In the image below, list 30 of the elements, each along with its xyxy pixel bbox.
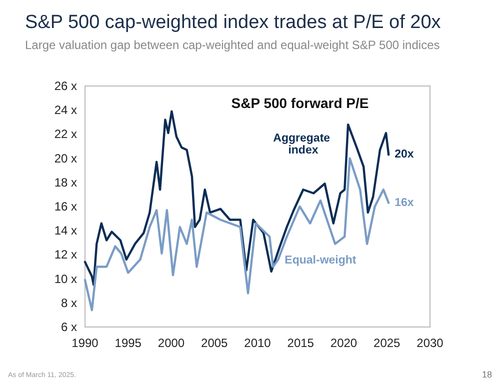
y-tick-label: 6 x <box>60 320 77 334</box>
y-tick-label: 18 x <box>54 175 77 190</box>
annotation: S&P 500 forward P/E <box>231 95 369 111</box>
line-series <box>84 157 390 312</box>
x-tick-label: 2025 <box>374 336 401 350</box>
x-tick-label: 2020 <box>330 336 358 350</box>
y-tick-label: 8 x <box>60 296 77 310</box>
series-label: Equal-weight <box>284 254 356 266</box>
text: 18 <box>482 370 492 380</box>
x-tick-label: 2010 <box>244 336 272 350</box>
x-tick-label: 2030 <box>416 336 444 350</box>
annotation: 20x <box>394 148 414 161</box>
x-tick-label: 1990 <box>72 336 99 350</box>
x-tick-label: 2015 <box>287 336 314 350</box>
y-tick-label: 26 x <box>54 79 77 93</box>
y-tick-label: 16 x <box>54 200 77 214</box>
chart-title: S&P 500 cap-weighted index trades at P/E of 20x <box>25 12 442 33</box>
annotation: 16x <box>394 196 414 209</box>
x-tick-label: 2005 <box>201 336 228 350</box>
x-tick-label: 2000 <box>158 336 185 350</box>
y-tick-label: 12 x <box>54 248 77 262</box>
y-tick-label: 20 x <box>54 151 77 166</box>
y-tick-label: 22 x <box>54 127 77 142</box>
y-tick-label: 14 x <box>54 224 77 238</box>
chart-subtitle: Large valuation gap between cap-weighted and equal-weight S&P 500 indices <box>25 38 440 52</box>
series-label: Aggregate index <box>273 132 334 157</box>
y-tick-label: 24 x <box>54 103 77 118</box>
x-tick-label: 1995 <box>114 336 142 350</box>
line-series <box>84 110 390 286</box>
y-tick-label: 10 x <box>54 272 77 286</box>
